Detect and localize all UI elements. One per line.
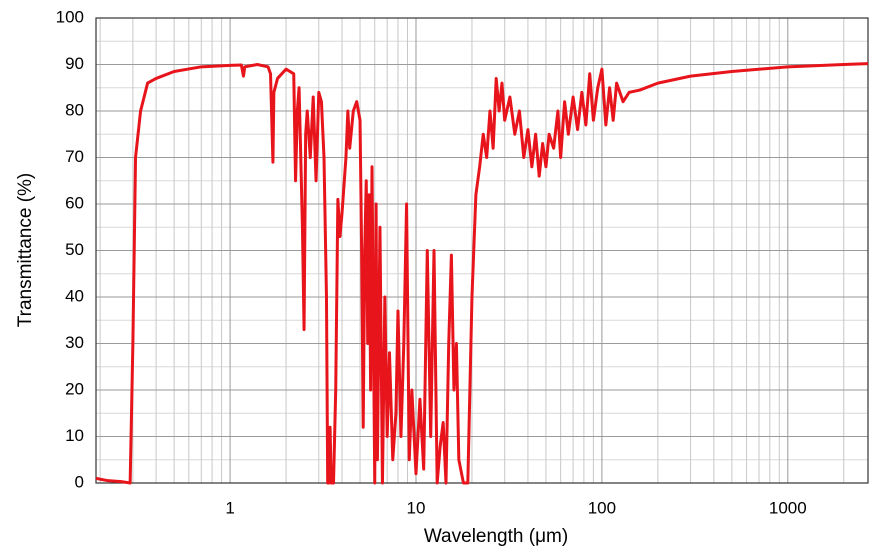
x-axis-title: Wavelength (μm)	[424, 526, 568, 547]
y-tick-label: 80	[65, 100, 84, 119]
plot-frame	[95, 17, 869, 484]
y-tick-label: 0	[75, 472, 84, 491]
y-tick-label: 70	[65, 147, 84, 166]
x-tick-label: 1	[225, 498, 234, 517]
x-tick-label: 1000	[769, 498, 807, 517]
y-tick-label: 60	[65, 193, 84, 212]
y-tick-label: 20	[65, 379, 84, 398]
y-axis-title: Transmittance (%)	[15, 173, 36, 328]
y-tick-label: 10	[65, 426, 84, 445]
y-tick-label: 40	[65, 286, 84, 305]
data-line	[95, 62, 869, 485]
y-tick-label: 50	[65, 240, 84, 259]
x-tick-label: 10	[407, 498, 426, 517]
y-tick-label: 100	[56, 7, 84, 26]
y-tick-label: 30	[65, 333, 84, 352]
y-tick-label: 90	[65, 54, 84, 73]
x-tick-label: 100	[588, 498, 616, 517]
